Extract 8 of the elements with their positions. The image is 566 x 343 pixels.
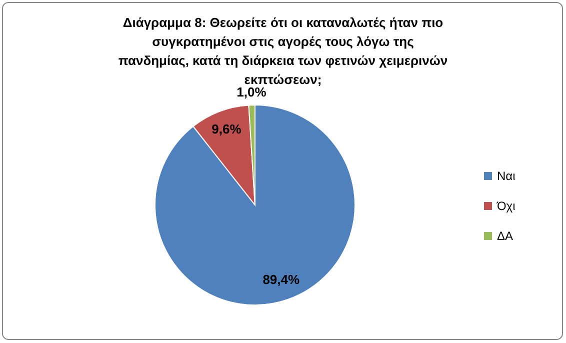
data-label: 9,6% (212, 122, 242, 137)
chart-title: Διάγραμμα 8: Θεωρείτε ότι οι καταναλωτές ήταν πιο συγκρατημένοι στις αγορές τους λόγω της πανδημίας, κατά τη διάρκεια των φετινών χειμερινών εκπτώσεων; (118, 15, 448, 87)
legend-label: Ναι (497, 169, 516, 183)
data-label: 1,0% (236, 84, 267, 100)
pie-slice (154, 104, 356, 306)
legend-label: ΔΑ (497, 229, 514, 243)
legend-label: Όχι (496, 199, 516, 213)
data-label: 89,4% (262, 272, 300, 288)
